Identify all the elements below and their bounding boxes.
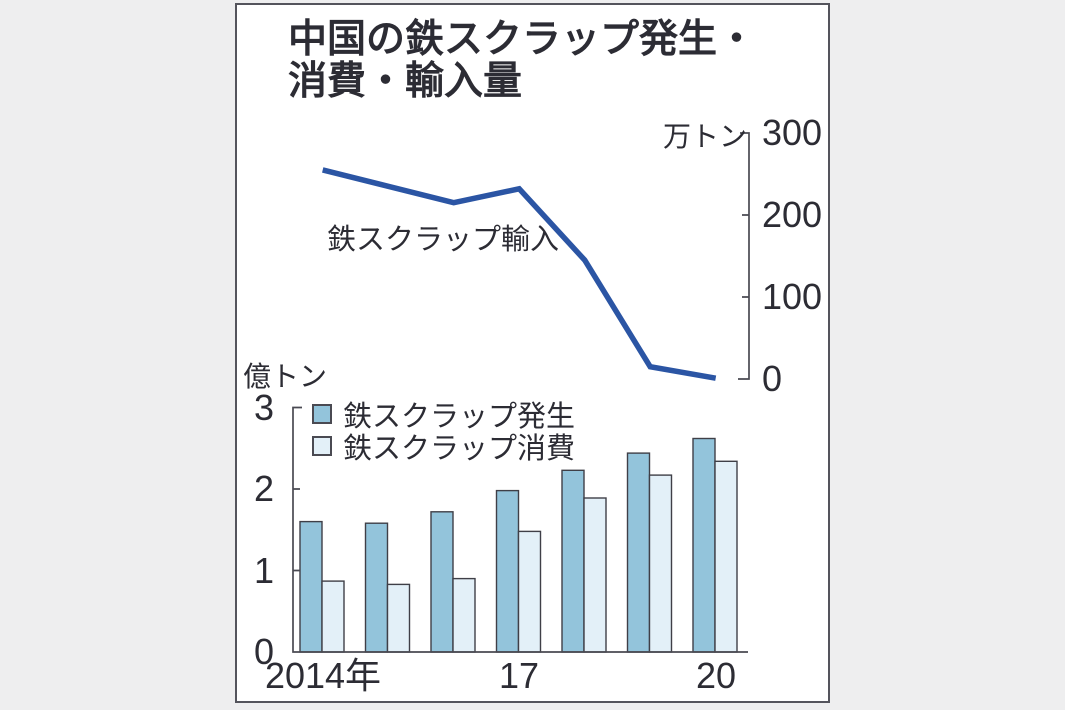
chart-canvas — [292, 132, 750, 653]
legend-label-consumption: 鉄スクラップ消費 — [343, 433, 576, 465]
line-axis-tick-200: 200 — [762, 194, 823, 235]
line-axis-tick-300: 300 — [762, 112, 823, 153]
bar-axis-tick-0: 0 — [253, 631, 274, 672]
legend-swatch-consumption-icon — [312, 436, 332, 456]
bar-consumption-2019 — [648, 474, 673, 653]
bar-generation-2016 — [430, 511, 454, 653]
bar-generation-2017 — [495, 489, 520, 653]
bar-consumption-2016 — [452, 577, 476, 653]
bar-consumption-2020 — [714, 460, 738, 653]
bar-axis-tick-2: 2 — [253, 468, 274, 509]
line-axis-tick-0: 0 — [762, 358, 783, 399]
bar-generation-2015 — [364, 522, 389, 653]
line-axis-tick-100: 100 — [762, 276, 823, 317]
x-axis-tick-2014年: 2014年 — [264, 655, 382, 696]
bar-consumption-2014 — [321, 580, 345, 653]
bar-generation-2020 — [692, 437, 716, 653]
legend-row-consumption: 鉄スクラップ消費 — [312, 430, 575, 465]
bar-generation-2018 — [561, 469, 585, 653]
chart-card: 中国の鉄スクラップ発生・ 消費・輸入量 万トン 鉄スクラップ輸入 億トン 鉄スク… — [235, 3, 830, 703]
bar-generation-2019 — [626, 452, 651, 653]
line-chart-right-axis — [738, 132, 750, 380]
bar-axis-tick-1: 1 — [253, 550, 274, 591]
x-axis-tick-17: 17 — [498, 655, 540, 696]
line-chart-unit-label: 万トン — [662, 121, 747, 152]
bar-chart-left-axis — [292, 406, 748, 653]
legend-label-generation: 鉄スクラップ発生 — [343, 401, 576, 433]
x-axis-tick-20: 20 — [695, 655, 737, 696]
bar-axis-tick-3: 3 — [253, 387, 274, 428]
legend-swatch-generation-icon — [312, 404, 332, 424]
imports-line-series — [322, 167, 717, 381]
chart-title-line1: 中国の鉄スクラップ発生・ — [288, 18, 757, 61]
bar-consumption-2015 — [386, 583, 411, 653]
line-series-label: 鉄スクラップ輸入 — [327, 224, 560, 256]
chart-title: 中国の鉄スクラップ発生・ 消費・輸入量 — [288, 19, 756, 103]
bar-consumption-2017 — [517, 530, 542, 653]
bar-consumption-2018 — [583, 497, 607, 653]
chart-title-line2: 消費・輸入量 — [288, 60, 523, 103]
bar-chart-unit-label: 億トン — [243, 361, 328, 392]
legend-row-generation: 鉄スクラップ発生 — [312, 398, 575, 433]
bar-generation-2014 — [299, 520, 323, 653]
bar-chart-legend: 鉄スクラップ発生 鉄スクラップ消費 — [312, 398, 575, 465]
